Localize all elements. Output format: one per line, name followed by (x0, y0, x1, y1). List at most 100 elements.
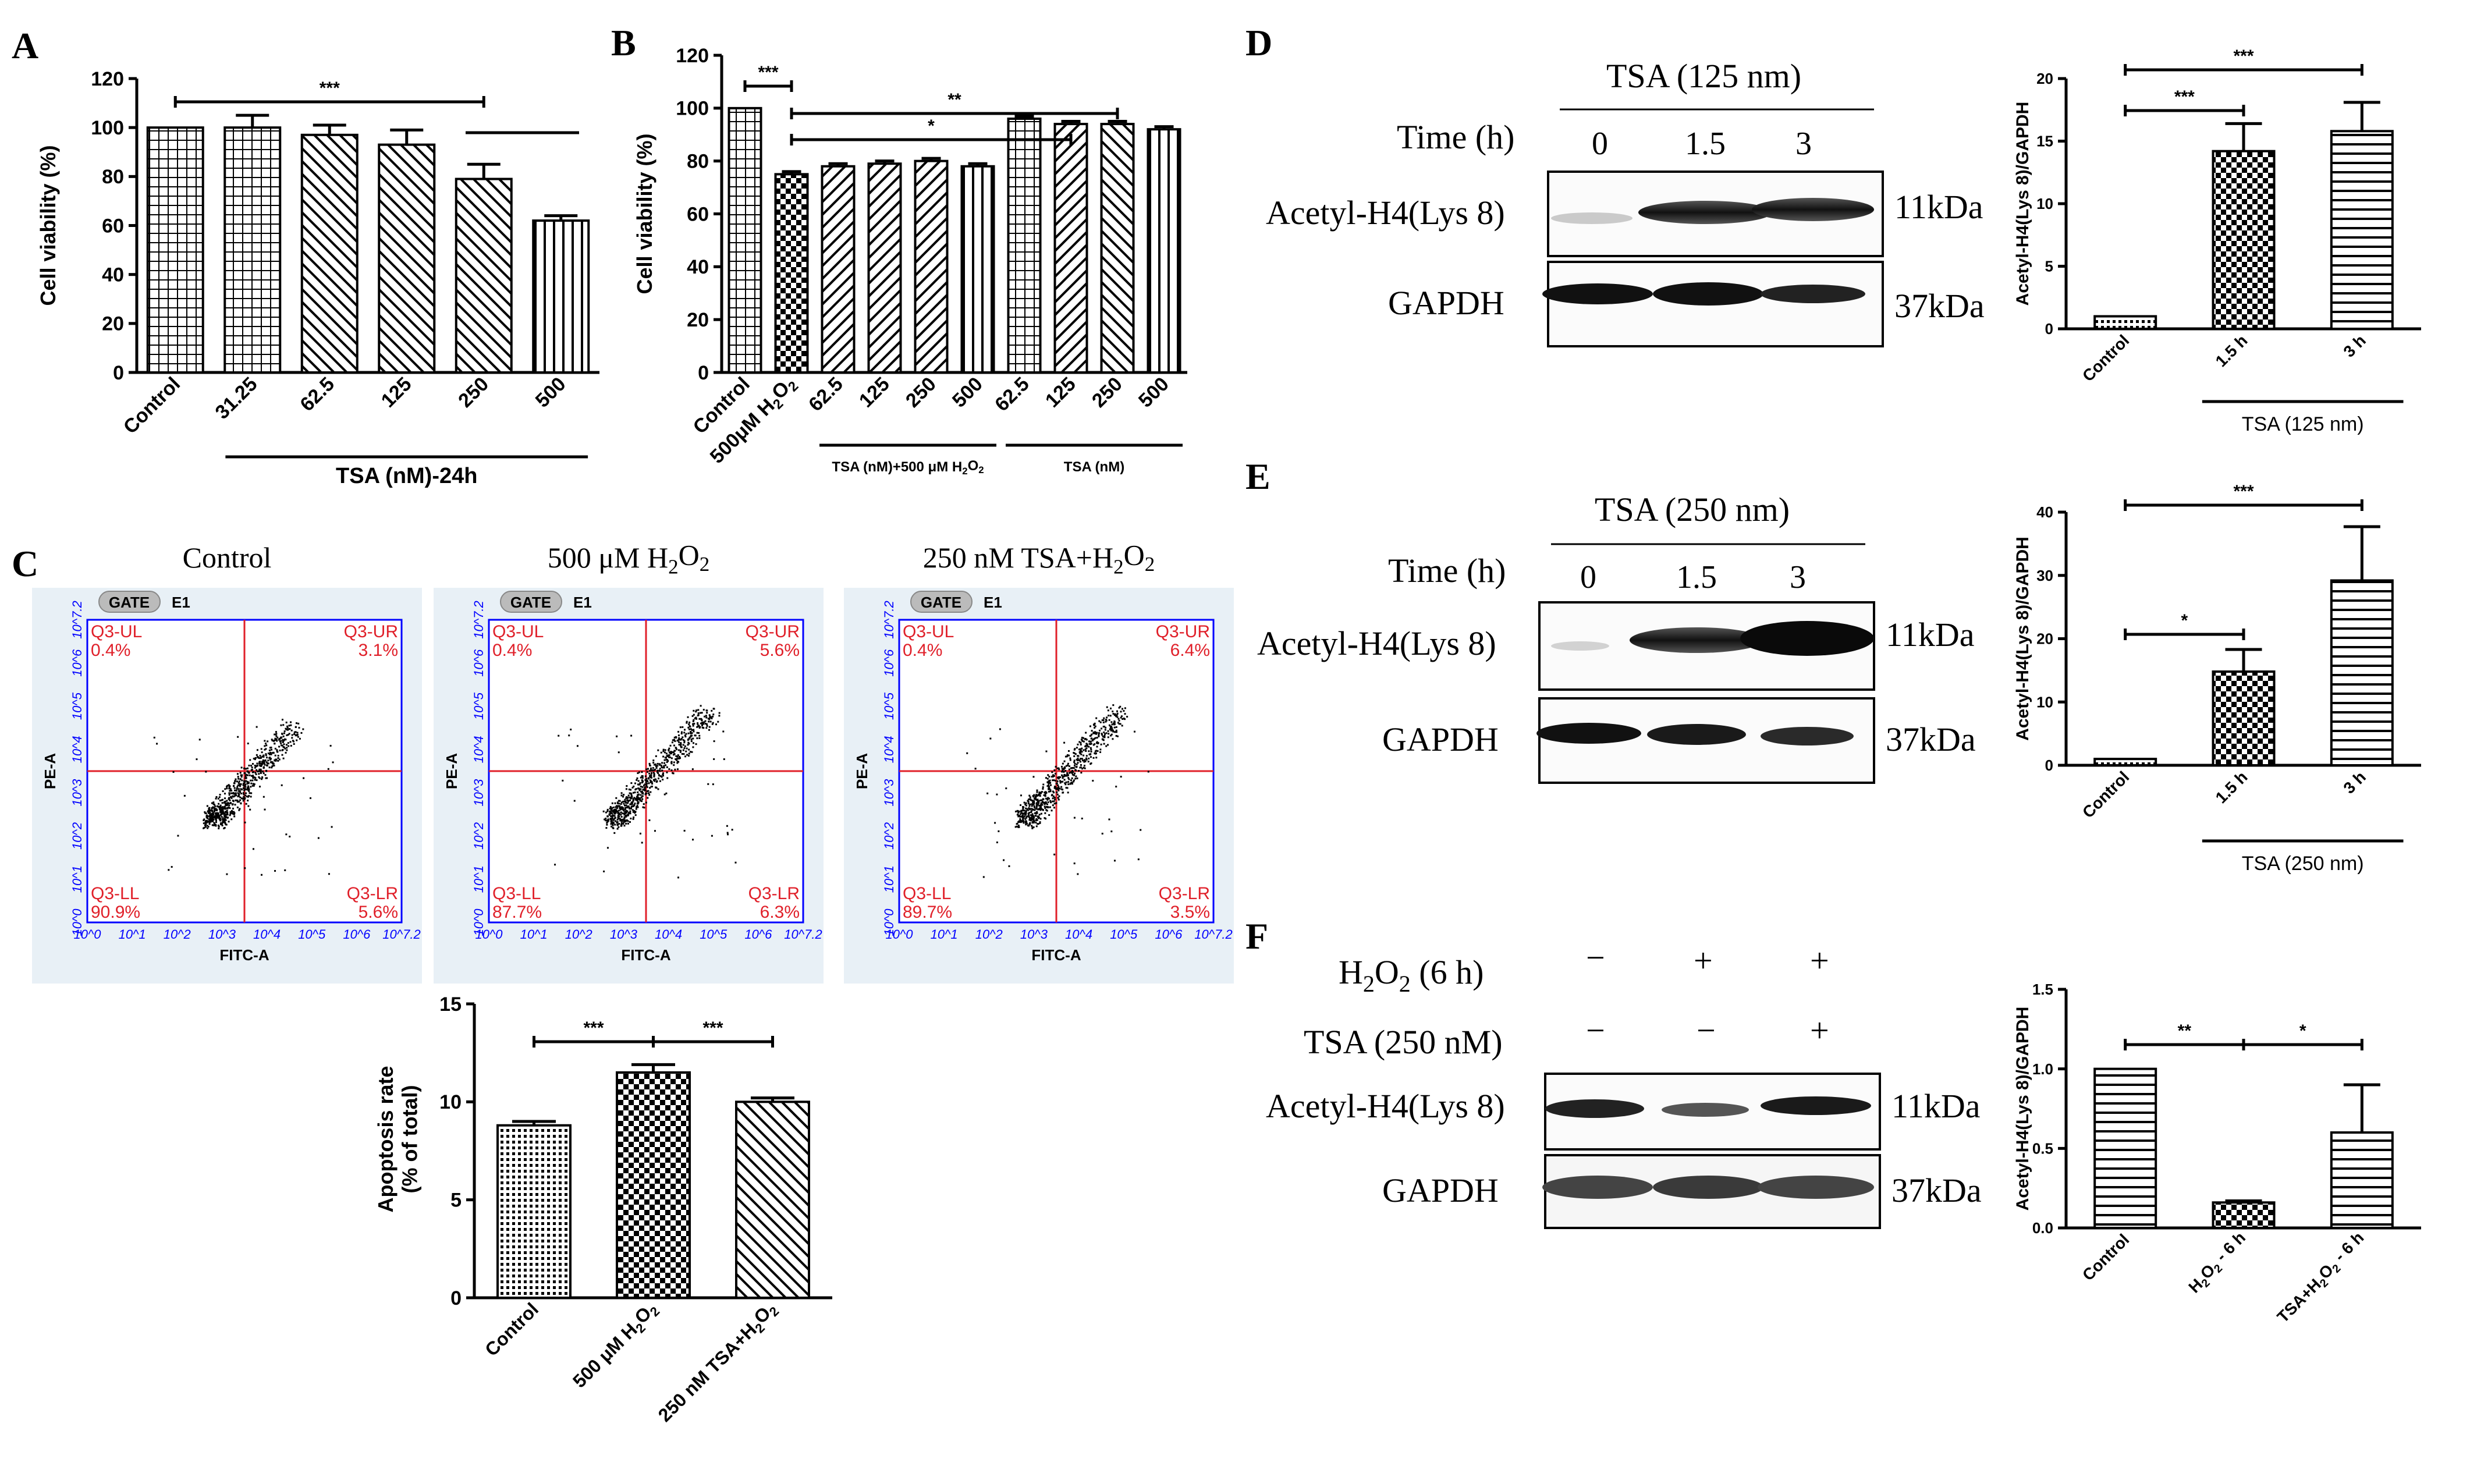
flow-event-dot (1120, 715, 1123, 718)
flow-event-dot (252, 775, 254, 777)
flow-event-dot (1057, 789, 1059, 791)
flow-event-dot (1035, 803, 1038, 805)
flow-event-dot (636, 777, 638, 779)
flow-event-dot (617, 812, 619, 814)
flow-event-dot (225, 815, 227, 818)
flow-event-dot (1044, 803, 1046, 805)
blot-d-band (1761, 285, 1865, 303)
flow-event-dot (260, 757, 262, 759)
flow-event-dot (711, 723, 714, 725)
flow-event-dot (1080, 753, 1083, 755)
flow-event-dot (1134, 730, 1136, 733)
flow-event-dot (629, 792, 631, 794)
flow-event-dot (1099, 729, 1101, 732)
flow-event-dot (1091, 730, 1093, 732)
flow-event-dot (683, 753, 685, 755)
flow-event-dot (1083, 754, 1085, 757)
flow-event-dot (617, 816, 619, 819)
flow-event-dot (1032, 821, 1035, 823)
flow-event-dot (270, 761, 272, 764)
flow-event-dot (666, 755, 668, 757)
flow-event-dot (726, 832, 729, 834)
flow-event-dot (637, 803, 639, 805)
flow-event-dot (232, 795, 234, 797)
flow-event-dot (247, 786, 250, 789)
flow-event-dot (215, 821, 218, 823)
flow-event-dot (554, 864, 556, 866)
flow-event-dot (673, 753, 676, 755)
flow-event-dot (1065, 765, 1067, 767)
flow-event-dot (672, 739, 674, 741)
y-tick-label: 10 (2036, 195, 2053, 212)
flow-x-tick: 10^6 (744, 927, 772, 942)
flow-event-dot (612, 818, 614, 820)
flow-event-dot (621, 819, 623, 821)
flow-event-dot (668, 747, 670, 750)
flow-event-dot (283, 732, 285, 734)
flow-event-dot (252, 783, 254, 785)
flow-event-dot (674, 750, 676, 752)
flow-event-dot (1030, 811, 1032, 814)
flow-event-dot (1061, 774, 1063, 776)
flow-event-dot (222, 811, 225, 813)
flow-event-dot (264, 774, 267, 776)
flow-event-dot (1126, 716, 1128, 718)
flow-y-tick: 10^4 (70, 736, 84, 763)
flow-event-dot (286, 744, 288, 746)
flow-event-dot (717, 720, 719, 723)
flow-event-dot (653, 779, 655, 781)
flow-event-dot (255, 754, 258, 756)
significance-bracket (2124, 499, 2363, 511)
flow-event-dot (1092, 744, 1095, 746)
flow-event-dot (1095, 752, 1097, 755)
flow-event-dot (251, 769, 253, 771)
flow-event-dot (1035, 822, 1037, 824)
flow-event-dot (676, 748, 678, 751)
flow-event-dot (218, 818, 221, 821)
flow-event-dot (677, 741, 680, 743)
flow-event-dot (1074, 762, 1076, 765)
flow-event-dot (715, 723, 717, 726)
flow-event-dot (274, 759, 276, 761)
flow-event-dot (615, 812, 617, 814)
flow-event-dot (212, 813, 215, 815)
flow-event-dot (1071, 782, 1073, 784)
flow-event-dot (1090, 737, 1092, 740)
flow-event-dot (664, 749, 666, 751)
flow-x-tick: 10^7.2 (382, 927, 420, 942)
flow-event-dot (1096, 741, 1098, 743)
flow-event-dot (1036, 808, 1038, 810)
flow-x-tick: 10^3 (610, 927, 638, 942)
flow-event-dot (628, 789, 630, 791)
flow-event-dot (246, 780, 249, 783)
flow-event-dot (1140, 829, 1142, 831)
flow-event-dot (285, 833, 288, 836)
bar-C-1 (616, 1071, 691, 1300)
flow-event-dot (1078, 751, 1081, 754)
flow-event-dot (291, 737, 293, 739)
flow-event-dot (672, 772, 675, 775)
flow-event-dot (998, 830, 1000, 832)
flow-event-dot (1085, 743, 1088, 745)
flow-event-dot (1016, 823, 1018, 825)
flow-event-dot (680, 750, 682, 752)
flow-event-dot (1052, 775, 1054, 777)
flow-event-dot (1049, 800, 1052, 802)
flow-event-dot (1071, 777, 1073, 779)
flow-event-dot (1056, 767, 1059, 769)
panel-label-b: B (611, 22, 636, 63)
flow-event-dot (1056, 780, 1059, 782)
flow-event-dot (1028, 823, 1031, 825)
flow-event-dot (646, 790, 648, 793)
flow-event-dot (255, 726, 258, 728)
flow-event-dot (262, 771, 264, 773)
flow-event-dot (265, 764, 268, 766)
flow-event-dot (1029, 803, 1031, 805)
flow-event-dot (218, 817, 221, 819)
flow-event-dot (1062, 789, 1064, 791)
quadrant-percent: 0.4% (91, 641, 130, 660)
flow-event-dot (249, 792, 251, 794)
flow-event-dot (260, 762, 262, 765)
flow-x-axis-label: FITC-A (219, 946, 269, 964)
